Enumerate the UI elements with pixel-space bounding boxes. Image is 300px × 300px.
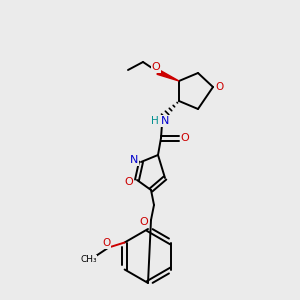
Text: O: O xyxy=(103,238,111,248)
Text: O: O xyxy=(140,217,148,227)
Text: N: N xyxy=(161,116,169,126)
Text: O: O xyxy=(124,177,134,187)
Text: O: O xyxy=(181,133,189,143)
Text: O: O xyxy=(216,82,224,92)
Polygon shape xyxy=(157,70,179,81)
Text: O: O xyxy=(152,62,160,72)
Text: H: H xyxy=(151,116,159,126)
Text: CH₃: CH₃ xyxy=(80,255,97,264)
Text: N: N xyxy=(130,155,138,165)
